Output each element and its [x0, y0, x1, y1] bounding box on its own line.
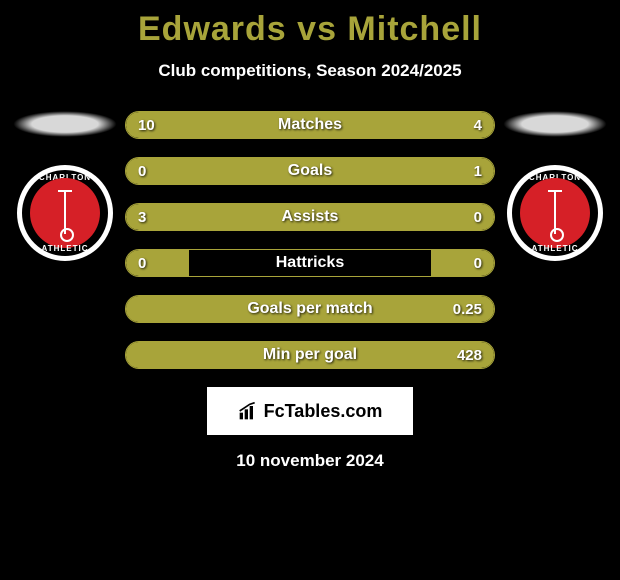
right-shadow-ellipse	[503, 111, 607, 137]
stat-value-right: 0.25	[453, 301, 482, 318]
right-club-column: CHARLTON ATHLETIC	[495, 111, 615, 261]
stat-row: Matches10 4	[125, 111, 495, 139]
sword-icon	[64, 192, 66, 234]
right-badge-text-bottom: ATHLETIC	[512, 244, 598, 253]
branding-text: FcTables.com	[264, 401, 383, 422]
stat-label: Goals	[126, 162, 494, 180]
stat-row: Assists3 0	[125, 203, 495, 231]
stat-row: Goals0 1	[125, 157, 495, 185]
right-club-badge: CHARLTON ATHLETIC	[507, 165, 603, 261]
stat-row: Hattricks0 0	[125, 249, 495, 277]
stat-value-left: 10	[138, 117, 155, 134]
left-club-column: CHARLTON ATHLETIC	[5, 111, 125, 261]
branding-box: FcTables.com	[207, 387, 413, 435]
stat-value-right: 1	[474, 163, 482, 180]
stat-value-right: 0	[474, 255, 482, 272]
stats-column: Matches104Goals01Assists30Hattricks00Goa…	[125, 111, 495, 369]
stat-label: Matches	[126, 116, 494, 134]
date-text: 10 november 2024	[0, 451, 620, 471]
stat-label: Min per goal	[126, 346, 494, 364]
stat-value-right: 0	[474, 209, 482, 226]
stat-value-left: 0	[138, 163, 146, 180]
stat-row: Goals per match0.25	[125, 295, 495, 323]
stat-label: Assists	[126, 208, 494, 226]
left-club-badge: CHARLTON ATHLETIC	[17, 165, 113, 261]
stat-label: Hattricks	[126, 254, 494, 272]
chart-icon	[238, 401, 258, 421]
stat-row: Min per goal428	[125, 341, 495, 369]
stat-value-right: 428	[457, 347, 482, 364]
sword-icon	[554, 192, 556, 234]
stat-label: Goals per match	[126, 300, 494, 318]
comparison-title: Edwards vs Mitchell	[0, 0, 620, 49]
stat-value-right: 4	[474, 117, 482, 134]
comparison-subtitle: Club competitions, Season 2024/2025	[0, 61, 620, 81]
stat-value-left: 0	[138, 255, 146, 272]
left-shadow-ellipse	[13, 111, 117, 137]
left-badge-inner	[30, 178, 100, 248]
main-comparison-area: CHARLTON ATHLETIC Matches104Goals01Assis…	[0, 111, 620, 369]
right-badge-inner	[520, 178, 590, 248]
left-badge-text-bottom: ATHLETIC	[22, 244, 108, 253]
stat-value-left: 3	[138, 209, 146, 226]
